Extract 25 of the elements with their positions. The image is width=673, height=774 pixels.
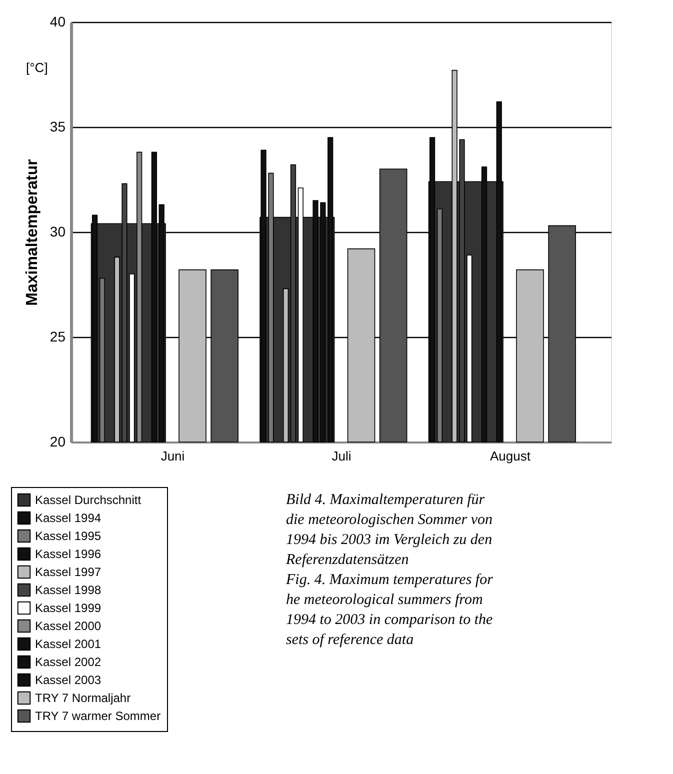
legend-label: Kassel 1995 (35, 529, 102, 543)
y-tick-label: 35 (50, 118, 66, 134)
x-tick-label: Juli (332, 448, 352, 464)
legend-label: TRY 7 warmer Sommer (35, 709, 161, 723)
legend-label: Kassel 2003 (35, 673, 102, 687)
text: Bild 4. Maximaltemperaturen für die meteorologischen Sommer von 1994 bis 2003 im Vergleich zu den Referenzdatensätzen (285, 492, 492, 568)
x-tick-label: Juni (160, 448, 185, 464)
text: [°C] (26, 60, 48, 75)
legend-label: TRY 7 Normaljahr (35, 691, 131, 705)
legend-label: Kassel 2002 (35, 655, 102, 669)
y-tick-label: 30 (50, 224, 66, 240)
legend-label: Kassel 1997 (35, 565, 102, 579)
y-tick-label: 40 (50, 14, 66, 30)
legend-label: Kassel 1998 (35, 583, 102, 597)
y-axis-title: Maximaltemperatur (24, 159, 41, 306)
legend-label: Kassel 2000 (35, 619, 102, 633)
legend-label: Kassel 1999 (35, 601, 102, 615)
caption: Fig. 4. Maximum temperatures for he meteorological summers from 1994 to 2003 in comparison to the sets of reference data (285, 572, 494, 648)
y-tick-label: 25 (50, 328, 66, 344)
legend-label: Kassel Durchschnitt (35, 493, 142, 507)
y-tick-label: 20 (50, 434, 66, 450)
legend-label: Kassel 1994 (35, 511, 102, 525)
legend-label: Kassel 1996 (35, 547, 102, 561)
x-tick-label: August (490, 448, 531, 464)
legend-label: Kassel 2001 (35, 637, 102, 651)
